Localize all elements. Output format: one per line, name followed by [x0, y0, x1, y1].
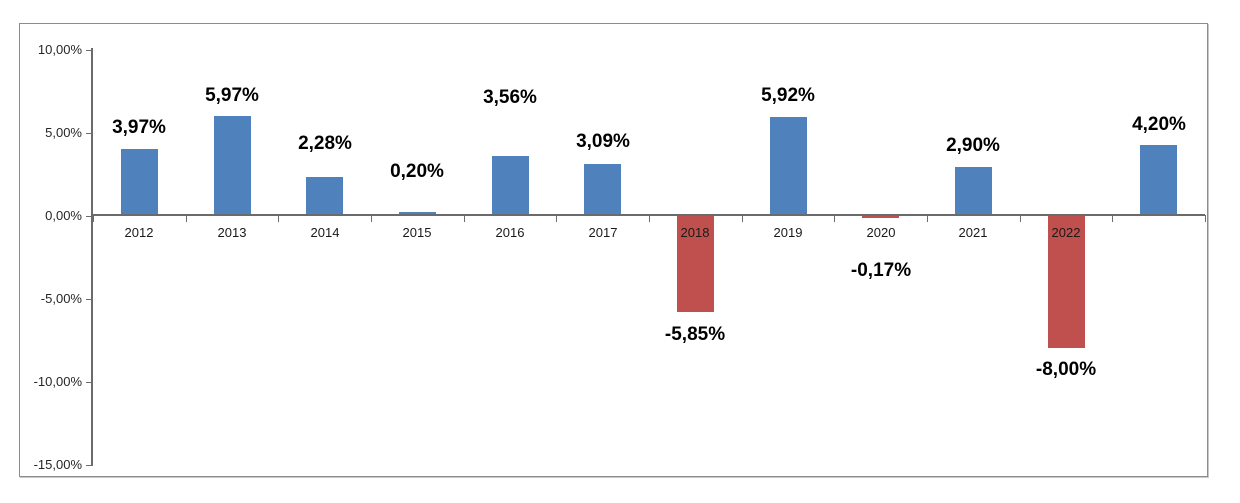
- x-axis-tick: [464, 215, 465, 222]
- bar-value-label: 5,97%: [205, 85, 259, 106]
- y-axis-tick-label: 10,00%: [37, 42, 82, 57]
- bar-value-label: 3,09%: [576, 131, 630, 152]
- bar-value-label: 3,56%: [483, 87, 537, 108]
- y-axis-tick-label: -5,00%: [40, 291, 82, 306]
- bar-value-label: 5,92%: [761, 85, 815, 106]
- bar-value-label: 4,20%: [1132, 114, 1186, 135]
- x-axis-tick: [278, 215, 279, 222]
- bar: [1048, 215, 1085, 348]
- x-category-label: 2012: [124, 225, 154, 240]
- y-axis-tick: [86, 216, 91, 217]
- x-category-label: 2016: [495, 225, 525, 240]
- bar: [492, 156, 529, 215]
- y-axis-line: [91, 48, 93, 466]
- bar: [1140, 145, 1177, 215]
- x-axis-tick: [556, 215, 557, 222]
- plot-area: 10,00% 5,00% 0,00% -5,00% -10,00% -15,00% 3,97…: [20, 24, 1207, 476]
- y-axis-tick-label: -15,00%: [33, 457, 82, 472]
- x-axis-tick: [186, 215, 187, 222]
- bar: [770, 117, 807, 215]
- x-category-label: 2022: [1051, 225, 1081, 240]
- bar-value-label: -0,17%: [850, 260, 912, 281]
- bar: [306, 177, 343, 215]
- bar-value-label: 2,90%: [946, 135, 1000, 156]
- bar: [862, 215, 899, 218]
- bar-value-label: -5,85%: [664, 324, 726, 345]
- x-category-label: 2018: [680, 225, 710, 240]
- chart-frame: 10,00% 5,00% 0,00% -5,00% -10,00% -15,00% 3,97…: [19, 23, 1208, 477]
- x-axis-tick: [1020, 215, 1021, 222]
- x-category-label: 2020: [866, 225, 896, 240]
- y-axis-tick: [86, 382, 91, 383]
- bar: [584, 164, 621, 215]
- y-axis-tick: [86, 133, 91, 134]
- y-axis-tick: [86, 50, 91, 51]
- y-axis-tick-label: -10,00%: [33, 374, 82, 389]
- x-axis-tick: [1112, 215, 1113, 222]
- x-category-label: 2013: [217, 225, 247, 240]
- bar: [121, 149, 158, 215]
- x-category-label: 2014: [310, 225, 340, 240]
- bar-value-label: 3,97%: [112, 117, 166, 138]
- x-category-label: 2015: [402, 225, 432, 240]
- x-axis-tick: [834, 215, 835, 222]
- x-category-label: 2017: [588, 225, 618, 240]
- y-axis-tick: [86, 299, 91, 300]
- x-category-label: 2021: [958, 225, 988, 240]
- x-axis-tick: [371, 215, 372, 222]
- bar-value-label: -8,00%: [1035, 359, 1097, 380]
- bar-value-label: 2,28%: [298, 133, 352, 154]
- x-axis-tick: [927, 215, 928, 222]
- bar: [955, 167, 992, 215]
- y-axis-tick: [86, 465, 91, 466]
- x-axis-tick: [1205, 215, 1206, 222]
- bar: [399, 212, 436, 215]
- y-axis-tick-label: 5,00%: [45, 125, 82, 140]
- x-axis-tick: [649, 215, 650, 222]
- bar: [214, 116, 251, 215]
- bar: [677, 215, 714, 312]
- y-axis-tick-label: 0,00%: [45, 208, 82, 223]
- x-axis-tick: [93, 215, 94, 222]
- bar-value-label: 0,20%: [390, 161, 444, 182]
- x-axis-tick: [742, 215, 743, 222]
- x-category-label: 2019: [773, 225, 803, 240]
